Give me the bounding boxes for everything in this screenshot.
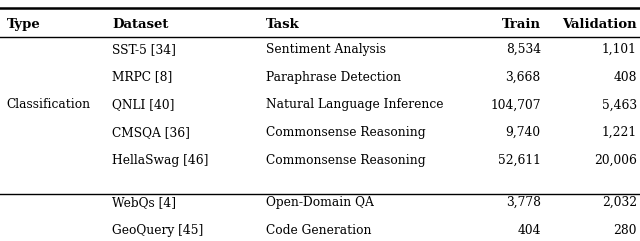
Text: 404: 404 <box>517 224 541 237</box>
Text: Paraphrase Detection: Paraphrase Detection <box>266 71 401 84</box>
Text: Type: Type <box>6 18 40 31</box>
Text: SST-5 [34]: SST-5 [34] <box>112 43 176 56</box>
Text: Sentiment Analysis: Sentiment Analysis <box>266 43 385 56</box>
Text: Code Generation: Code Generation <box>266 224 371 237</box>
Text: Validation: Validation <box>562 18 637 31</box>
Text: CMSQA [36]: CMSQA [36] <box>112 126 190 139</box>
Text: 408: 408 <box>613 71 637 84</box>
Text: Dataset: Dataset <box>112 18 168 31</box>
Text: 280: 280 <box>613 224 637 237</box>
Text: Open-Domain QA: Open-Domain QA <box>266 196 374 209</box>
Text: QNLI [40]: QNLI [40] <box>112 98 174 111</box>
Text: 20,006: 20,006 <box>594 154 637 167</box>
Text: Task: Task <box>266 18 300 31</box>
Text: Natural Language Inference: Natural Language Inference <box>266 98 443 111</box>
Text: 104,707: 104,707 <box>490 98 541 111</box>
Text: 3,668: 3,668 <box>506 71 541 84</box>
Text: GeoQuery [45]: GeoQuery [45] <box>112 224 204 237</box>
Text: Commonsense Reasoning: Commonsense Reasoning <box>266 126 425 139</box>
Text: 1,101: 1,101 <box>602 43 637 56</box>
Text: 3,778: 3,778 <box>506 196 541 209</box>
Text: HellaSwag [46]: HellaSwag [46] <box>112 154 209 167</box>
Text: 9,740: 9,740 <box>506 126 541 139</box>
Text: 5,463: 5,463 <box>602 98 637 111</box>
Text: MRPC [8]: MRPC [8] <box>112 71 172 84</box>
Text: Classification: Classification <box>6 98 90 111</box>
Text: 1,221: 1,221 <box>602 126 637 139</box>
Text: WebQs [4]: WebQs [4] <box>112 196 176 209</box>
Text: 52,611: 52,611 <box>498 154 541 167</box>
Text: 8,534: 8,534 <box>506 43 541 56</box>
Text: Train: Train <box>502 18 541 31</box>
Text: Commonsense Reasoning: Commonsense Reasoning <box>266 154 425 167</box>
Text: 2,032: 2,032 <box>602 196 637 209</box>
